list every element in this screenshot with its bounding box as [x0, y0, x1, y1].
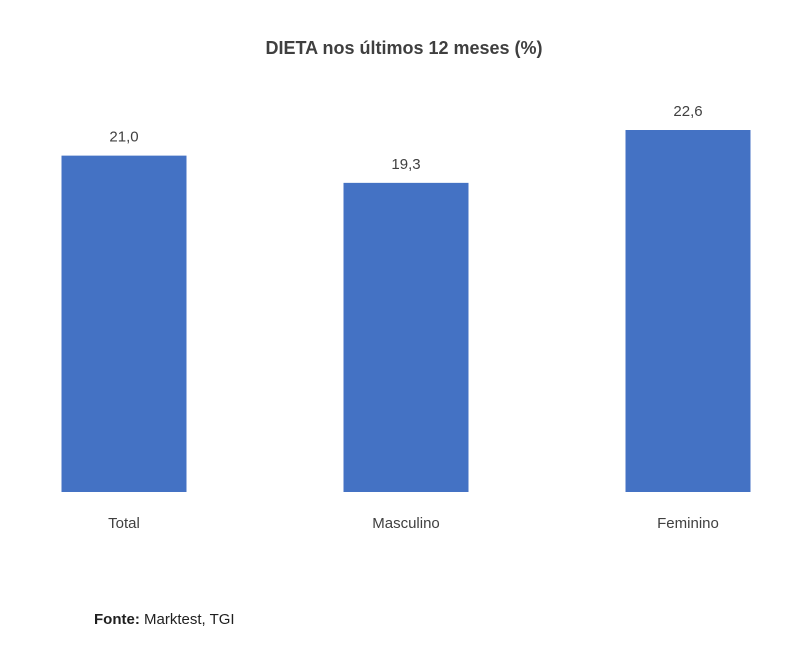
data-label-total: 21,0 — [109, 129, 138, 146]
source-note: Fonte: Marktest, TGI — [94, 611, 235, 628]
bar-masculino — [343, 182, 469, 493]
source-text: Marktest, TGI — [139, 611, 235, 628]
bar-total — [61, 155, 187, 493]
data-label-masculino: 19,3 — [391, 156, 420, 173]
tick-label-total: Total — [108, 515, 140, 532]
bar-feminino — [625, 130, 751, 492]
tick-label-masculino: Masculino — [372, 515, 440, 532]
data-labels-layer: 21,0 19,3 22,6 — [109, 103, 702, 173]
x-axis-tick-labels: Total Masculino Feminino — [108, 515, 719, 532]
chart-title: DIETA nos últimos 12 meses (%) — [265, 38, 542, 58]
source-label: Fonte: — [94, 611, 140, 628]
data-label-feminino: 22,6 — [673, 103, 702, 120]
bars-layer — [61, 130, 751, 493]
tick-label-feminino: Feminino — [657, 515, 719, 532]
